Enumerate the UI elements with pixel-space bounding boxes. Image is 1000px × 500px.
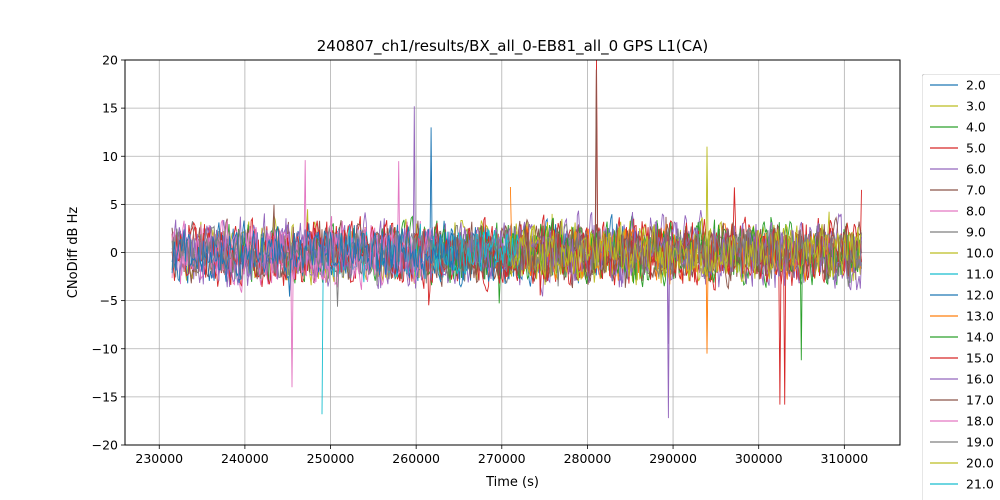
series-line-21-0 [432,230,519,275]
legend-label: 2.0 [966,78,986,93]
axis-ticks: 230000 240000 250000 260000 270000 280000 2900… [92,53,869,467]
x-tick-label: 300000 [735,451,783,466]
y-axis-label: CNoDiff dB Hz [66,207,81,299]
legend-label: 22.0 [966,498,994,500]
y-tick-label: −15 [92,389,118,404]
y-tick-label: 10 [102,149,118,164]
legend-label: 21.0 [966,477,994,492]
x-tick-label: 270000 [478,451,526,466]
legend-label: 5.0 [966,141,986,156]
series-lines [171,60,862,419]
legend-label: 9.0 [966,225,986,240]
legend-label: 11.0 [966,267,994,282]
legend-label: 3.0 [966,99,986,114]
legend-label: 14.0 [966,330,994,345]
legend-label: 4.0 [966,120,986,135]
legend-label: 7.0 [966,183,986,198]
legend-box [922,74,1000,500]
x-tick-label: 250000 [307,451,355,466]
legend-label: 10.0 [966,246,994,261]
legend-label: 19.0 [966,435,994,450]
y-tick-label: −10 [92,341,118,356]
series-line-20-0 [509,146,861,283]
chart-title: 240807_ch1/results/BX_all_0-EB81_all_0 G… [317,37,708,56]
legend: 2.0 3.0 4.0 5.0 6.0 7.0 8.0 9.0 10.0 11.0 12.0 13.0… [922,74,1000,500]
legend-label: 6.0 [966,162,986,177]
y-tick-label: 5 [110,197,118,212]
y-tick-label: 15 [102,101,118,116]
x-axis-label: Time (s) [485,475,539,490]
x-tick-label: 240000 [221,451,269,466]
y-tick-label: 0 [110,245,118,260]
x-tick-label: 260000 [392,451,440,466]
series-line-22-0 [171,226,460,297]
y-tick-label: −5 [100,293,118,308]
x-tick-label: 230000 [135,451,183,466]
legend-label: 15.0 [966,351,994,366]
legend-label: 12.0 [966,288,994,303]
legend-label: 16.0 [966,372,994,387]
legend-label: 13.0 [966,309,994,324]
x-tick-label: 280000 [564,451,612,466]
legend-label: 18.0 [966,414,994,429]
legend-label: 20.0 [966,456,994,471]
y-tick-label: 20 [102,53,118,68]
x-tick-label: 310000 [820,451,868,466]
x-tick-label: 290000 [649,451,697,466]
legend-label: 8.0 [966,204,986,219]
y-tick-label: −20 [92,438,118,453]
legend-label: 17.0 [966,393,994,408]
